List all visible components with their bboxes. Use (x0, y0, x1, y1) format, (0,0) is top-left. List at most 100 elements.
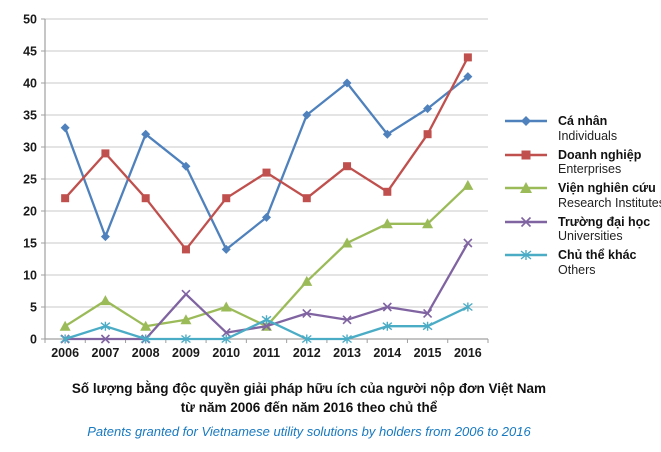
diamond-marker-icon (423, 104, 433, 114)
legend-label-en: Individuals (558, 128, 618, 143)
legend-marker-research-institutes-triangle-icon (504, 180, 548, 196)
triangle-marker-icon (180, 314, 192, 325)
asterisk-marker-icon (261, 315, 272, 325)
legend-item-research-institutes: Viện nghiên cứu Research Institutes (504, 180, 661, 211)
asterisk-marker-icon (60, 334, 71, 344)
utility-patents-line-chart: 0 5 10 15 20 25 30 35 40 45 50 2006 2007 2008 2009 2010… (23, 13, 489, 360)
square-marker-icon (262, 168, 271, 177)
legend-label-en: Enterprises (558, 162, 622, 176)
x-axis-tick-label: 2014 (373, 346, 401, 360)
y-axis-tick-label: 5 (30, 301, 37, 315)
x-marker-icon (261, 321, 272, 331)
asterisk-marker-icon (520, 250, 532, 260)
legend-label-vi: Cá nhân (558, 114, 608, 128)
triangle-marker-icon (140, 320, 152, 331)
legend-labels-enterprises: Doanh nghiệp Enterprises (558, 148, 641, 177)
y-axis-tick-label: 25 (23, 173, 37, 187)
square-marker-icon (302, 194, 311, 203)
x-axis-tick-label: 2007 (92, 346, 120, 360)
square-marker-icon (343, 162, 352, 171)
legend-label-en: Universities (558, 229, 623, 243)
asterisk-marker-icon (462, 302, 473, 312)
x-marker-icon (342, 315, 352, 325)
legend-labels-individuals: Cá nhân Individuals (558, 114, 617, 143)
gridlines (45, 18, 488, 308)
legend-item-enterprises: Doanh nghiệp Enterprises (504, 148, 660, 178)
asterisk-marker-icon (181, 334, 191, 344)
series-individuals (60, 72, 473, 254)
square-marker-icon (521, 150, 531, 159)
square-marker-icon (61, 194, 70, 203)
diamond-marker-icon (342, 78, 352, 88)
y-axis-tick-label: 45 (23, 45, 37, 59)
square-marker-icon (383, 187, 392, 196)
asterisk-marker-icon (221, 334, 232, 344)
diamond-marker-icon (100, 232, 110, 242)
diamond-marker-icon (60, 123, 70, 133)
y-axis-tick-label: 10 (23, 269, 37, 283)
x-axis-tick-label: 2010 (212, 346, 240, 360)
legend-label-vi: Chủ thể khác (558, 248, 637, 262)
series-enterprises (61, 53, 472, 254)
x-axis-tick-label: 2006 (51, 346, 79, 360)
legend-label-en: Research Institutes (558, 195, 661, 210)
x-axis-tick-label: 2008 (132, 346, 160, 360)
x-marker-icon (302, 308, 312, 318)
diamond-marker-icon (262, 212, 271, 222)
square-marker-icon (222, 194, 231, 203)
triangle-marker-icon (59, 320, 71, 331)
triangle-marker-icon (462, 179, 474, 190)
x-axis-tick-label: 2011 (253, 346, 280, 360)
y-axis-tick-label: 15 (23, 237, 37, 251)
legend-marker-others-asterisk-icon (504, 247, 548, 263)
legend-labels-others: Chủ thể khác Others (558, 248, 637, 277)
x-axis-tick-label: 2015 (414, 346, 442, 360)
legend-item-individuals: Cá nhân Individuals (504, 114, 660, 144)
diamond-marker-icon (141, 129, 151, 139)
y-axis-tick-label: 30 (23, 141, 37, 155)
square-marker-icon (181, 245, 190, 254)
x-marker-icon (520, 216, 532, 227)
x-marker-icon (221, 328, 231, 338)
legend: Cá nhân Individuals Doanh nghiệp Enterpr… (504, 114, 661, 282)
x-axis-tick-label: 2009 (172, 346, 200, 360)
legend-label-en: Others (558, 262, 596, 277)
x-marker-icon (181, 289, 191, 299)
series-others (60, 302, 473, 344)
chart-title-vietnamese: Số lượng bằng độc quyền giải pháp hữu íc… (0, 379, 618, 417)
triangle-marker-icon (422, 218, 434, 229)
asterisk-marker-icon (382, 321, 393, 331)
x-marker-icon (423, 308, 433, 318)
y-axis-tick-label: 0 (30, 333, 37, 347)
asterisk-marker-icon (301, 334, 312, 344)
x-axis-tick-label: 2013 (333, 346, 361, 360)
legend-labels-research-institutes: Viện nghiên cứu Research Institutes (558, 181, 661, 210)
y-axis-tick-label: 20 (23, 205, 37, 219)
y-axis-tick-label: 50 (23, 13, 37, 27)
diamond-marker-icon (302, 110, 312, 120)
triangle-marker-icon (381, 218, 393, 229)
triangle-marker-icon (520, 182, 532, 193)
asterisk-marker-icon (100, 321, 111, 331)
y-axis-tick-label: 35 (23, 109, 37, 123)
title-line-2: từ năm 2006 đến năm 2016 theo chủ thể (180, 400, 438, 415)
series-research-institutes (59, 179, 474, 331)
x-axis-tick-label: 2016 (454, 346, 482, 360)
x-marker-icon (463, 238, 473, 248)
square-marker-icon (463, 53, 472, 62)
title-line-1: Số lượng bằng độc quyền giải pháp hữu íc… (71, 381, 547, 396)
axis-ticks (41, 18, 489, 343)
legend-label-vi: Viện nghiên cứu (558, 181, 656, 195)
triangle-marker-icon (341, 237, 353, 248)
asterisk-marker-icon (342, 334, 352, 344)
square-marker-icon (423, 130, 432, 139)
square-marker-icon (101, 149, 110, 158)
triangle-marker-icon (220, 301, 232, 312)
triangle-marker-icon (99, 295, 111, 306)
x-marker-icon (382, 302, 392, 312)
asterisk-marker-icon (422, 321, 433, 331)
diamond-marker-icon (221, 244, 231, 254)
chart-title-block: Số lượng bằng độc quyền giải pháp hữu íc… (0, 379, 618, 439)
diamond-marker-icon (521, 116, 531, 126)
chart-subtitle-english: Patents granted for Vietnamese utility s… (87, 424, 531, 439)
